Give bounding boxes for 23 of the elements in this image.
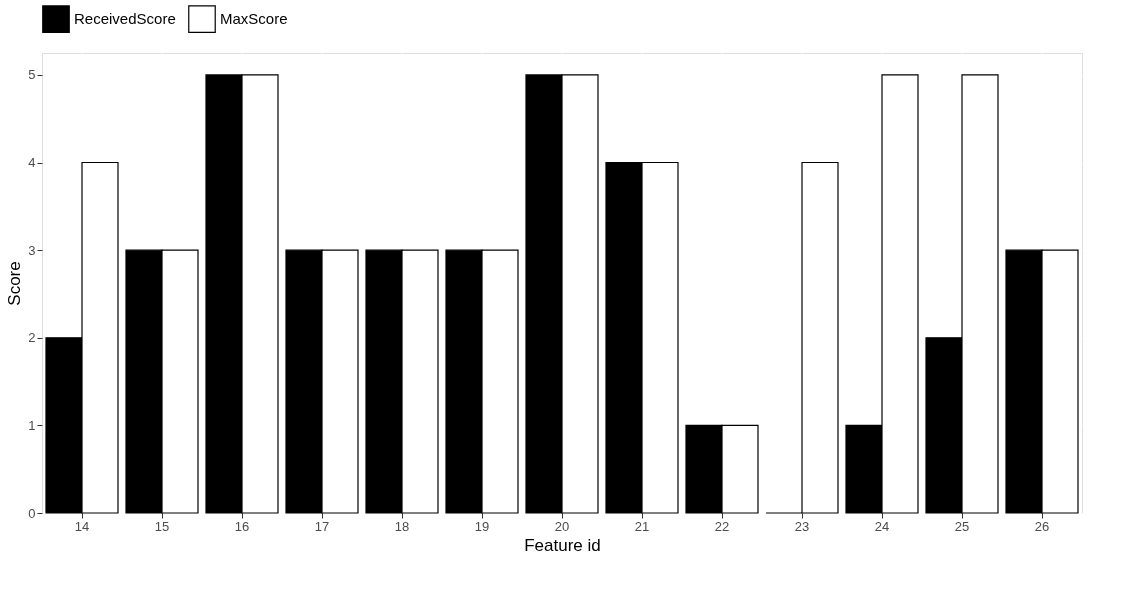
x-axis-title: Feature id bbox=[524, 535, 601, 555]
y-tick-label: 5 bbox=[28, 67, 36, 83]
x-tick-label: 24 bbox=[874, 518, 890, 534]
x-tick-label: 15 bbox=[154, 518, 170, 534]
y-tick-label: 1 bbox=[28, 417, 36, 433]
x-tick-label: 14 bbox=[74, 518, 90, 534]
x-tick-label: 26 bbox=[1034, 518, 1050, 534]
y-tick-label: 0 bbox=[28, 505, 36, 521]
y-tick-label: 4 bbox=[28, 155, 36, 171]
x-tick-label: 18 bbox=[394, 518, 410, 534]
x-tick-label: 22 bbox=[714, 518, 730, 534]
x-tick-label: 20 bbox=[554, 518, 570, 534]
x-tick-label: 21 bbox=[634, 518, 650, 534]
x-tick-label: 23 bbox=[794, 518, 810, 534]
x-tick-label: 25 bbox=[954, 518, 970, 534]
x-tick-label: 17 bbox=[314, 518, 330, 534]
y-axis-title: Score bbox=[5, 261, 25, 306]
y-tick-label: 2 bbox=[28, 330, 36, 346]
legend-label: ReceivedScore bbox=[74, 10, 176, 28]
legend-label: MaxScore bbox=[220, 10, 288, 28]
x-tick-label: 16 bbox=[234, 518, 250, 534]
y-tick-label: 3 bbox=[28, 242, 36, 258]
x-tick-label: 19 bbox=[474, 518, 490, 534]
